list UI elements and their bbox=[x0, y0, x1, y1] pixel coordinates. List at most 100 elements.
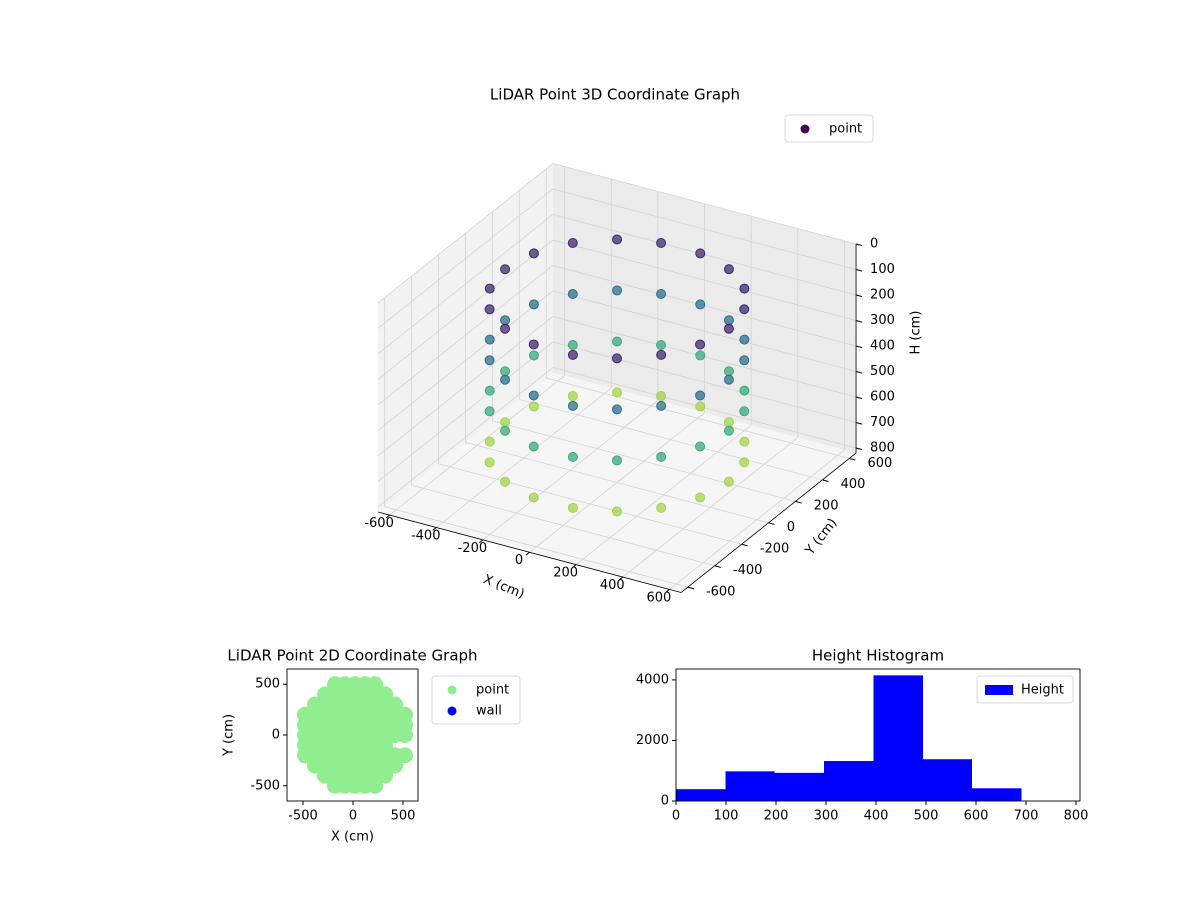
point bbox=[656, 289, 667, 300]
point bbox=[723, 476, 734, 487]
point bbox=[723, 417, 734, 428]
chart-title: LiDAR Point 2D Coordinate Graph bbox=[227, 647, 477, 665]
point bbox=[611, 506, 622, 517]
legend-label: wall bbox=[476, 704, 502, 719]
point bbox=[739, 457, 750, 468]
grid-line bbox=[552, 290, 857, 372]
grid-line bbox=[552, 163, 857, 245]
x-tick-label: 500 bbox=[391, 809, 416, 824]
point bbox=[484, 457, 495, 468]
x-tick-label: 400 bbox=[600, 578, 625, 593]
point bbox=[739, 334, 750, 345]
grid-line bbox=[377, 188, 554, 329]
grid-line bbox=[552, 239, 857, 321]
grid-line bbox=[377, 163, 554, 304]
legend-label: point bbox=[829, 122, 862, 137]
x-tick-label: 200 bbox=[764, 809, 789, 824]
point bbox=[695, 339, 706, 350]
point bbox=[739, 283, 750, 294]
bar bbox=[725, 771, 775, 801]
z-tick-label: 200 bbox=[870, 287, 895, 302]
z-tick bbox=[855, 319, 863, 323]
grid-line bbox=[552, 341, 857, 423]
legend-swatch bbox=[985, 685, 1013, 695]
bar bbox=[774, 772, 824, 801]
point bbox=[611, 455, 622, 466]
y-tick-label: -500 bbox=[250, 778, 280, 793]
z-tick-label: 400 bbox=[870, 338, 895, 353]
point bbox=[528, 441, 539, 452]
y-tick-label: -600 bbox=[706, 584, 736, 599]
grid-line bbox=[492, 420, 796, 502]
grid-line bbox=[384, 506, 688, 588]
axes-frame bbox=[286, 668, 419, 802]
point bbox=[567, 289, 578, 300]
legend-marker bbox=[447, 685, 457, 695]
point bbox=[695, 299, 706, 310]
y-tick-label: 0 bbox=[272, 728, 280, 743]
y-tick-label: 2000 bbox=[636, 733, 669, 748]
y-tick bbox=[687, 586, 694, 590]
y-tick-label: 500 bbox=[255, 677, 280, 692]
point bbox=[500, 425, 511, 436]
z-tick-label: 600 bbox=[870, 389, 895, 404]
grid-line bbox=[519, 399, 823, 481]
x-tick-label: 500 bbox=[914, 809, 939, 824]
x-axis-label: X (cm) bbox=[331, 830, 374, 845]
chart-title: LiDAR Point 3D Coordinate Graph bbox=[490, 86, 740, 104]
point bbox=[500, 374, 511, 385]
point bbox=[695, 248, 706, 259]
y-tick bbox=[714, 565, 721, 568]
x-tick-label: 400 bbox=[864, 809, 889, 824]
z-tick bbox=[855, 345, 863, 349]
point bbox=[377, 767, 393, 784]
y-tick-label: 400 bbox=[841, 477, 866, 492]
legend-label: Height bbox=[1021, 683, 1064, 698]
point bbox=[739, 436, 750, 447]
point bbox=[528, 350, 539, 361]
point bbox=[695, 390, 706, 401]
point bbox=[500, 315, 511, 326]
z-tick-label: 0 bbox=[870, 236, 878, 251]
point bbox=[656, 391, 667, 402]
x-tick bbox=[479, 539, 484, 544]
x-tick-label: 300 bbox=[814, 809, 839, 824]
point bbox=[567, 451, 578, 462]
point bbox=[567, 391, 578, 402]
y-axis-label: Y (cm) bbox=[222, 714, 237, 757]
x-tick bbox=[432, 527, 437, 531]
point bbox=[500, 366, 511, 377]
z-tick bbox=[855, 294, 863, 298]
point bbox=[567, 400, 578, 411]
x-tick-label: 0 bbox=[672, 809, 680, 824]
point bbox=[484, 283, 495, 294]
point bbox=[612, 387, 623, 398]
x-tick-label: 0 bbox=[349, 809, 357, 824]
point bbox=[567, 502, 578, 513]
point bbox=[567, 340, 578, 351]
x-tick bbox=[572, 564, 577, 568]
grid-line bbox=[411, 484, 715, 567]
x-tick-label: 200 bbox=[553, 566, 578, 581]
point bbox=[723, 264, 734, 275]
point bbox=[739, 304, 750, 315]
y-tick-label: 4000 bbox=[636, 672, 669, 687]
point bbox=[656, 349, 667, 360]
point bbox=[695, 350, 706, 361]
legend-marker bbox=[447, 706, 457, 716]
bar bbox=[972, 788, 1022, 801]
legend-label: point bbox=[476, 683, 509, 698]
point bbox=[484, 385, 495, 396]
point bbox=[387, 757, 403, 774]
x-tick-label: 600 bbox=[964, 809, 989, 824]
grid-line bbox=[377, 367, 554, 508]
chart-title: Height Histogram bbox=[812, 647, 944, 665]
grid-line bbox=[377, 341, 554, 482]
point bbox=[612, 285, 623, 296]
z-tick bbox=[855, 396, 863, 400]
y-tick bbox=[822, 479, 829, 483]
point bbox=[484, 304, 495, 315]
point bbox=[739, 355, 750, 366]
y-tick bbox=[849, 457, 856, 461]
